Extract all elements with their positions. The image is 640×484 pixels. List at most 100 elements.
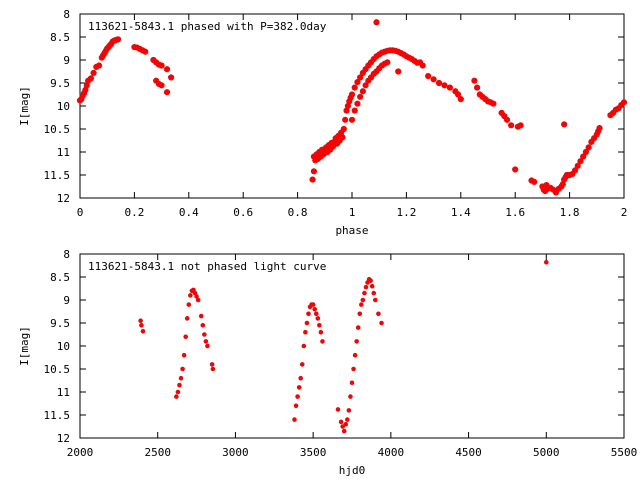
plot-frame: [79, 253, 625, 439]
data-point: [373, 19, 380, 26]
data-point: [471, 77, 478, 84]
x-tick-labels: 0 0.2 0.4 0.6 0.8 1 1.2 1.4 1.6 1.8 2: [77, 206, 628, 219]
data-point: [585, 144, 592, 151]
plot-frame: [79, 13, 625, 199]
data-point: [309, 176, 316, 183]
data-point: [368, 278, 373, 283]
data-point: [177, 382, 182, 388]
data-point: [354, 78, 361, 86]
data-point: [341, 428, 347, 434]
data-point: [317, 322, 322, 328]
data-points: [138, 259, 549, 434]
x-axis-label: phase: [335, 224, 368, 237]
y-tick-label: 10.5: [44, 123, 71, 136]
data-point: [371, 290, 377, 296]
data-point: [95, 62, 103, 69]
data-point: [320, 339, 325, 344]
data-point: [355, 325, 361, 330]
data-point: [210, 366, 216, 372]
data-point: [186, 302, 192, 307]
data-point: [292, 417, 297, 422]
x-tick-labels: 2000 2500 3000 3500 4000 4500 5000 5500: [67, 446, 638, 459]
data-point: [512, 166, 519, 173]
data-point: [345, 417, 350, 422]
y-tick-label: 8: [63, 248, 70, 261]
data-point: [379, 320, 384, 326]
data-point: [168, 74, 175, 81]
data-point: [354, 100, 361, 107]
data-point: [304, 320, 310, 326]
data-point: [503, 116, 511, 123]
data-point: [348, 91, 356, 98]
x-tick-label: 1.4: [451, 206, 471, 219]
data-point: [181, 352, 187, 358]
y-tick-label: 8.5: [50, 271, 70, 284]
data-point: [419, 62, 426, 69]
x-tick-label: 1.8: [560, 206, 580, 219]
x-tick-label: 3000: [222, 446, 249, 459]
data-point: [340, 125, 347, 133]
data-point: [490, 100, 497, 107]
x-tick-label: 5000: [533, 446, 560, 459]
data-point: [158, 82, 165, 89]
data-point: [202, 332, 207, 337]
x-tick-label: 3500: [300, 446, 327, 459]
data-point: [348, 394, 353, 399]
data-point: [577, 158, 584, 165]
data-point: [362, 290, 367, 296]
x-tick-label: 0.4: [179, 206, 199, 219]
x-tick-label: 2500: [144, 446, 171, 459]
data-point: [303, 329, 308, 335]
y-tick-label: 11.5: [44, 409, 71, 422]
data-points: [76, 19, 628, 196]
data-point: [561, 121, 568, 128]
data-point: [138, 318, 143, 324]
x-tick-label: 0.2: [124, 206, 144, 219]
data-point: [351, 84, 358, 91]
data-point: [571, 167, 579, 174]
data-point: [349, 380, 355, 386]
data-point: [348, 116, 356, 123]
data-point: [200, 322, 206, 328]
data-point: [178, 375, 184, 381]
data-point: [315, 316, 321, 321]
data-point: [293, 403, 299, 409]
chart-title: 113621-5843.1 not phased light curve: [88, 260, 326, 273]
data-point: [195, 297, 201, 303]
y-tick-label: 9: [63, 54, 70, 67]
data-point: [312, 306, 317, 312]
data-point: [425, 72, 432, 80]
data-point: [198, 313, 204, 319]
y-tick-label: 11: [57, 386, 70, 399]
data-point: [209, 362, 215, 367]
x-tick-label: 0.8: [288, 206, 308, 219]
y-tick-label: 8: [63, 8, 70, 21]
tick-marks: [79, 13, 625, 199]
y-axis-label: I[mag]: [18, 86, 31, 126]
x-tick-label: 1.2: [396, 206, 416, 219]
y-tick-label: 12: [57, 192, 70, 205]
y-tick-label: 11: [57, 146, 70, 159]
data-point: [357, 93, 364, 100]
y-tick-labels: 8 8.5 9 9.5 10 10.5 11 11.5 12: [44, 248, 71, 445]
data-point: [352, 352, 358, 358]
data-point: [508, 122, 515, 129]
data-point: [142, 48, 149, 55]
data-point: [174, 394, 179, 399]
x-tick-label: 4500: [455, 446, 482, 459]
data-point: [531, 178, 538, 185]
data-point: [340, 424, 345, 429]
data-point: [180, 366, 185, 372]
data-point: [543, 259, 549, 265]
data-point: [306, 311, 311, 317]
data-point: [205, 343, 210, 349]
data-point: [90, 69, 97, 76]
data-point: [114, 36, 122, 43]
data-point: [359, 88, 366, 95]
data-point: [363, 284, 369, 290]
data-point: [184, 316, 190, 321]
data-point: [582, 148, 590, 156]
x-tick-label: 2000: [67, 446, 94, 459]
data-point: [299, 362, 305, 367]
